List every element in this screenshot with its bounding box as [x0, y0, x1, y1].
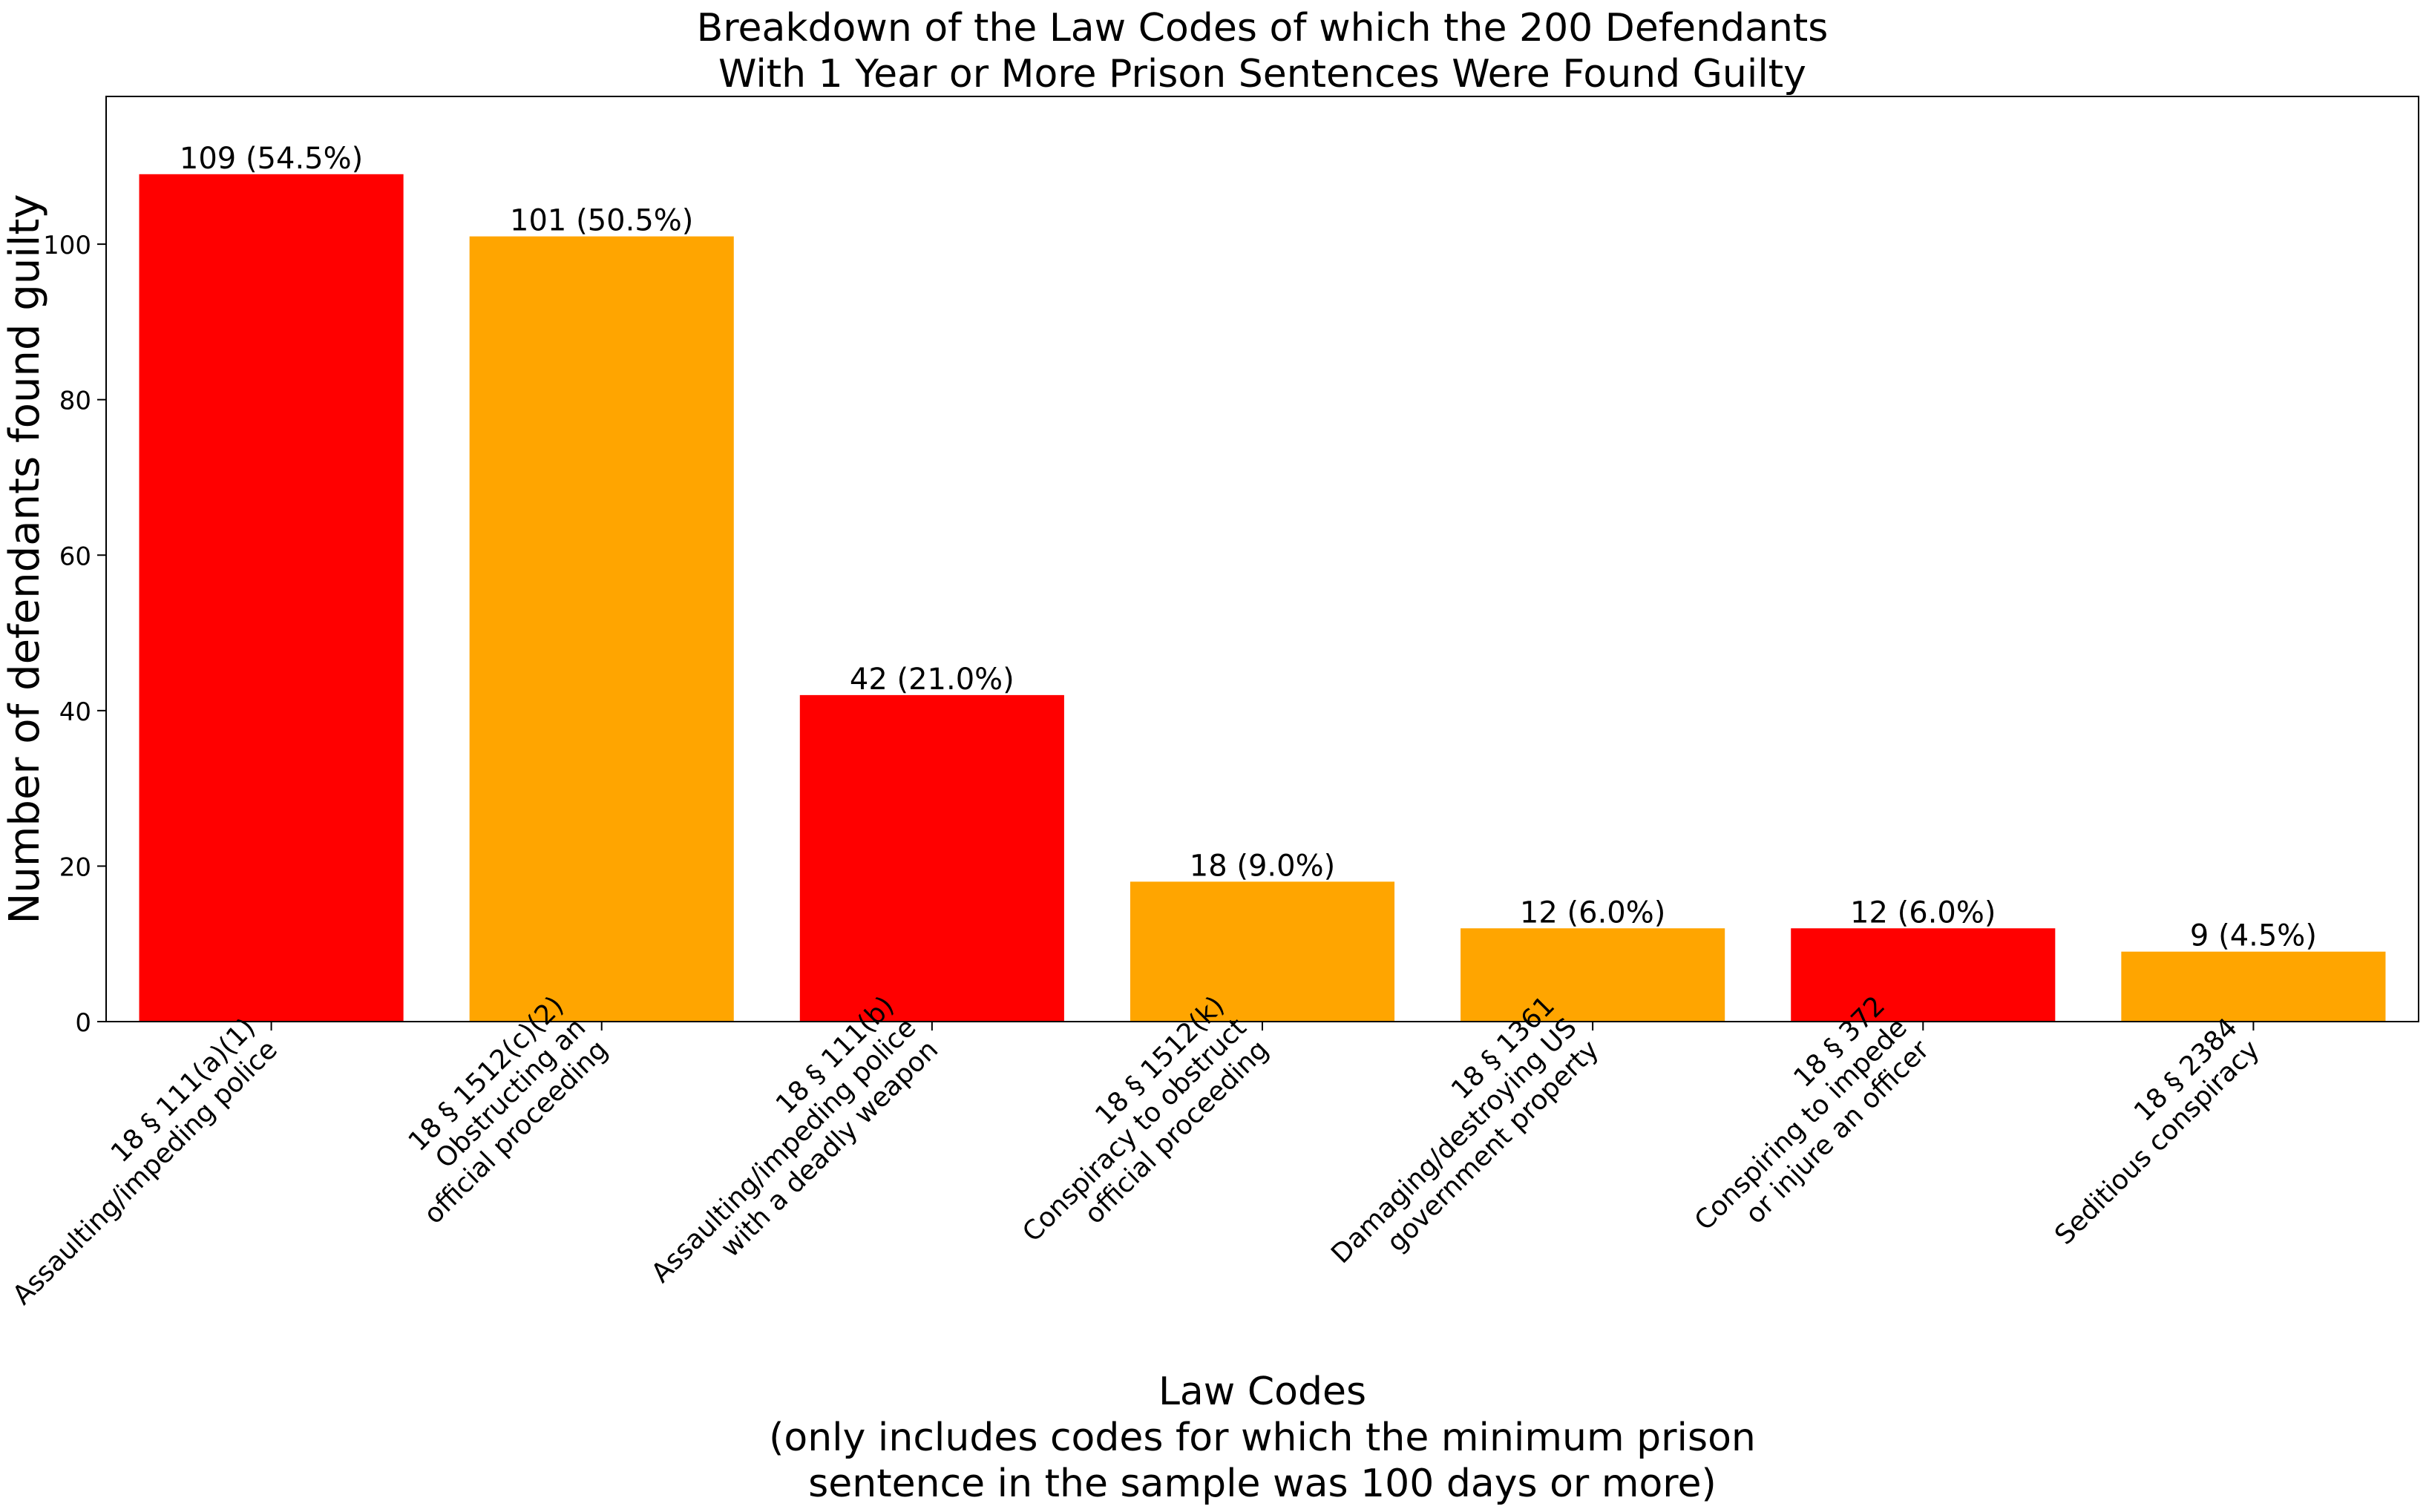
y-axis: 0 20 40 60 80 100: [43, 231, 106, 1038]
x-tick-label: 18 § 1512(k)Conspiracy to obstructoffici…: [995, 990, 1275, 1270]
bar: [2121, 951, 2386, 1022]
x-tick-label: 18 § 1512(c)(2)Obstructing anofficial pr…: [374, 990, 614, 1230]
y-tick-label: 100: [43, 231, 91, 260]
chart-title-line: With 1 Year or More Prison Sentences Wer…: [718, 52, 1806, 96]
data-labels: 109 (54.5%) 101 (50.5%) 42 (21.0%) 18 (9.0%…: [180, 142, 2317, 953]
x-tick-label: 18 § 372Conspiring to impedeor injure an…: [1667, 990, 1935, 1259]
x-axis-label: Law Codes(only includes codes for which …: [769, 1370, 1756, 1506]
bar: [139, 174, 404, 1022]
bar: [1460, 928, 1725, 1022]
x-tick-label: 18 § 2384Seditious conspiracy: [2027, 1013, 2266, 1251]
plot-frame: [105, 96, 2419, 1022]
x-tick-label: 18 § 111(a)(1)Assaulting/impeding police: [0, 1013, 283, 1311]
bar: [469, 236, 734, 1022]
bars: [139, 174, 2386, 1022]
x-axis-title-line: (only includes codes for which the minim…: [769, 1416, 1756, 1460]
y-axis-label: Number of defendants found guilty: [1, 194, 49, 924]
y-tick-label: 60: [59, 542, 91, 571]
chart-title: Breakdown of the Law Codes of which the …: [697, 6, 1829, 96]
bar-value-label: 18 (9.0%): [1190, 849, 1335, 883]
bar: [1791, 928, 2056, 1022]
y-tick-label: 40: [59, 697, 91, 727]
bar-value-label: 109 (54.5%): [180, 142, 363, 176]
bar: [799, 694, 1064, 1022]
x-tick-label: 18 § 111(b)Assaulting/impeding policewit…: [623, 990, 944, 1311]
x-axis: 18 § 111(a)(1)Assaulting/impeding police…: [0, 990, 2266, 1311]
y-tick-label: 0: [75, 1008, 91, 1038]
bar-value-label: 42 (21.0%): [850, 663, 1014, 697]
bar-value-label: 101 (50.5%): [510, 204, 693, 238]
x-axis-title-line: Law Codes: [1158, 1370, 1366, 1414]
bar: [1130, 881, 1395, 1022]
y-tick-label: 80: [59, 387, 91, 416]
y-tick-label: 20: [59, 852, 91, 882]
bar-value-label: 12 (6.0%): [1520, 895, 1665, 930]
bar-value-label: 12 (6.0%): [1850, 895, 1996, 930]
chart-title-line: Breakdown of the Law Codes of which the …: [697, 6, 1829, 50]
x-axis-title-line: sentence in the sample was 100 days or m…: [808, 1462, 1717, 1506]
y-axis-title: Number of defendants found guilty: [1, 194, 49, 924]
x-tick-label: 18 § 1361Damaging/destroying USgovernmen…: [1304, 990, 1605, 1292]
bar-value-label: 9 (4.5%): [2190, 919, 2317, 953]
